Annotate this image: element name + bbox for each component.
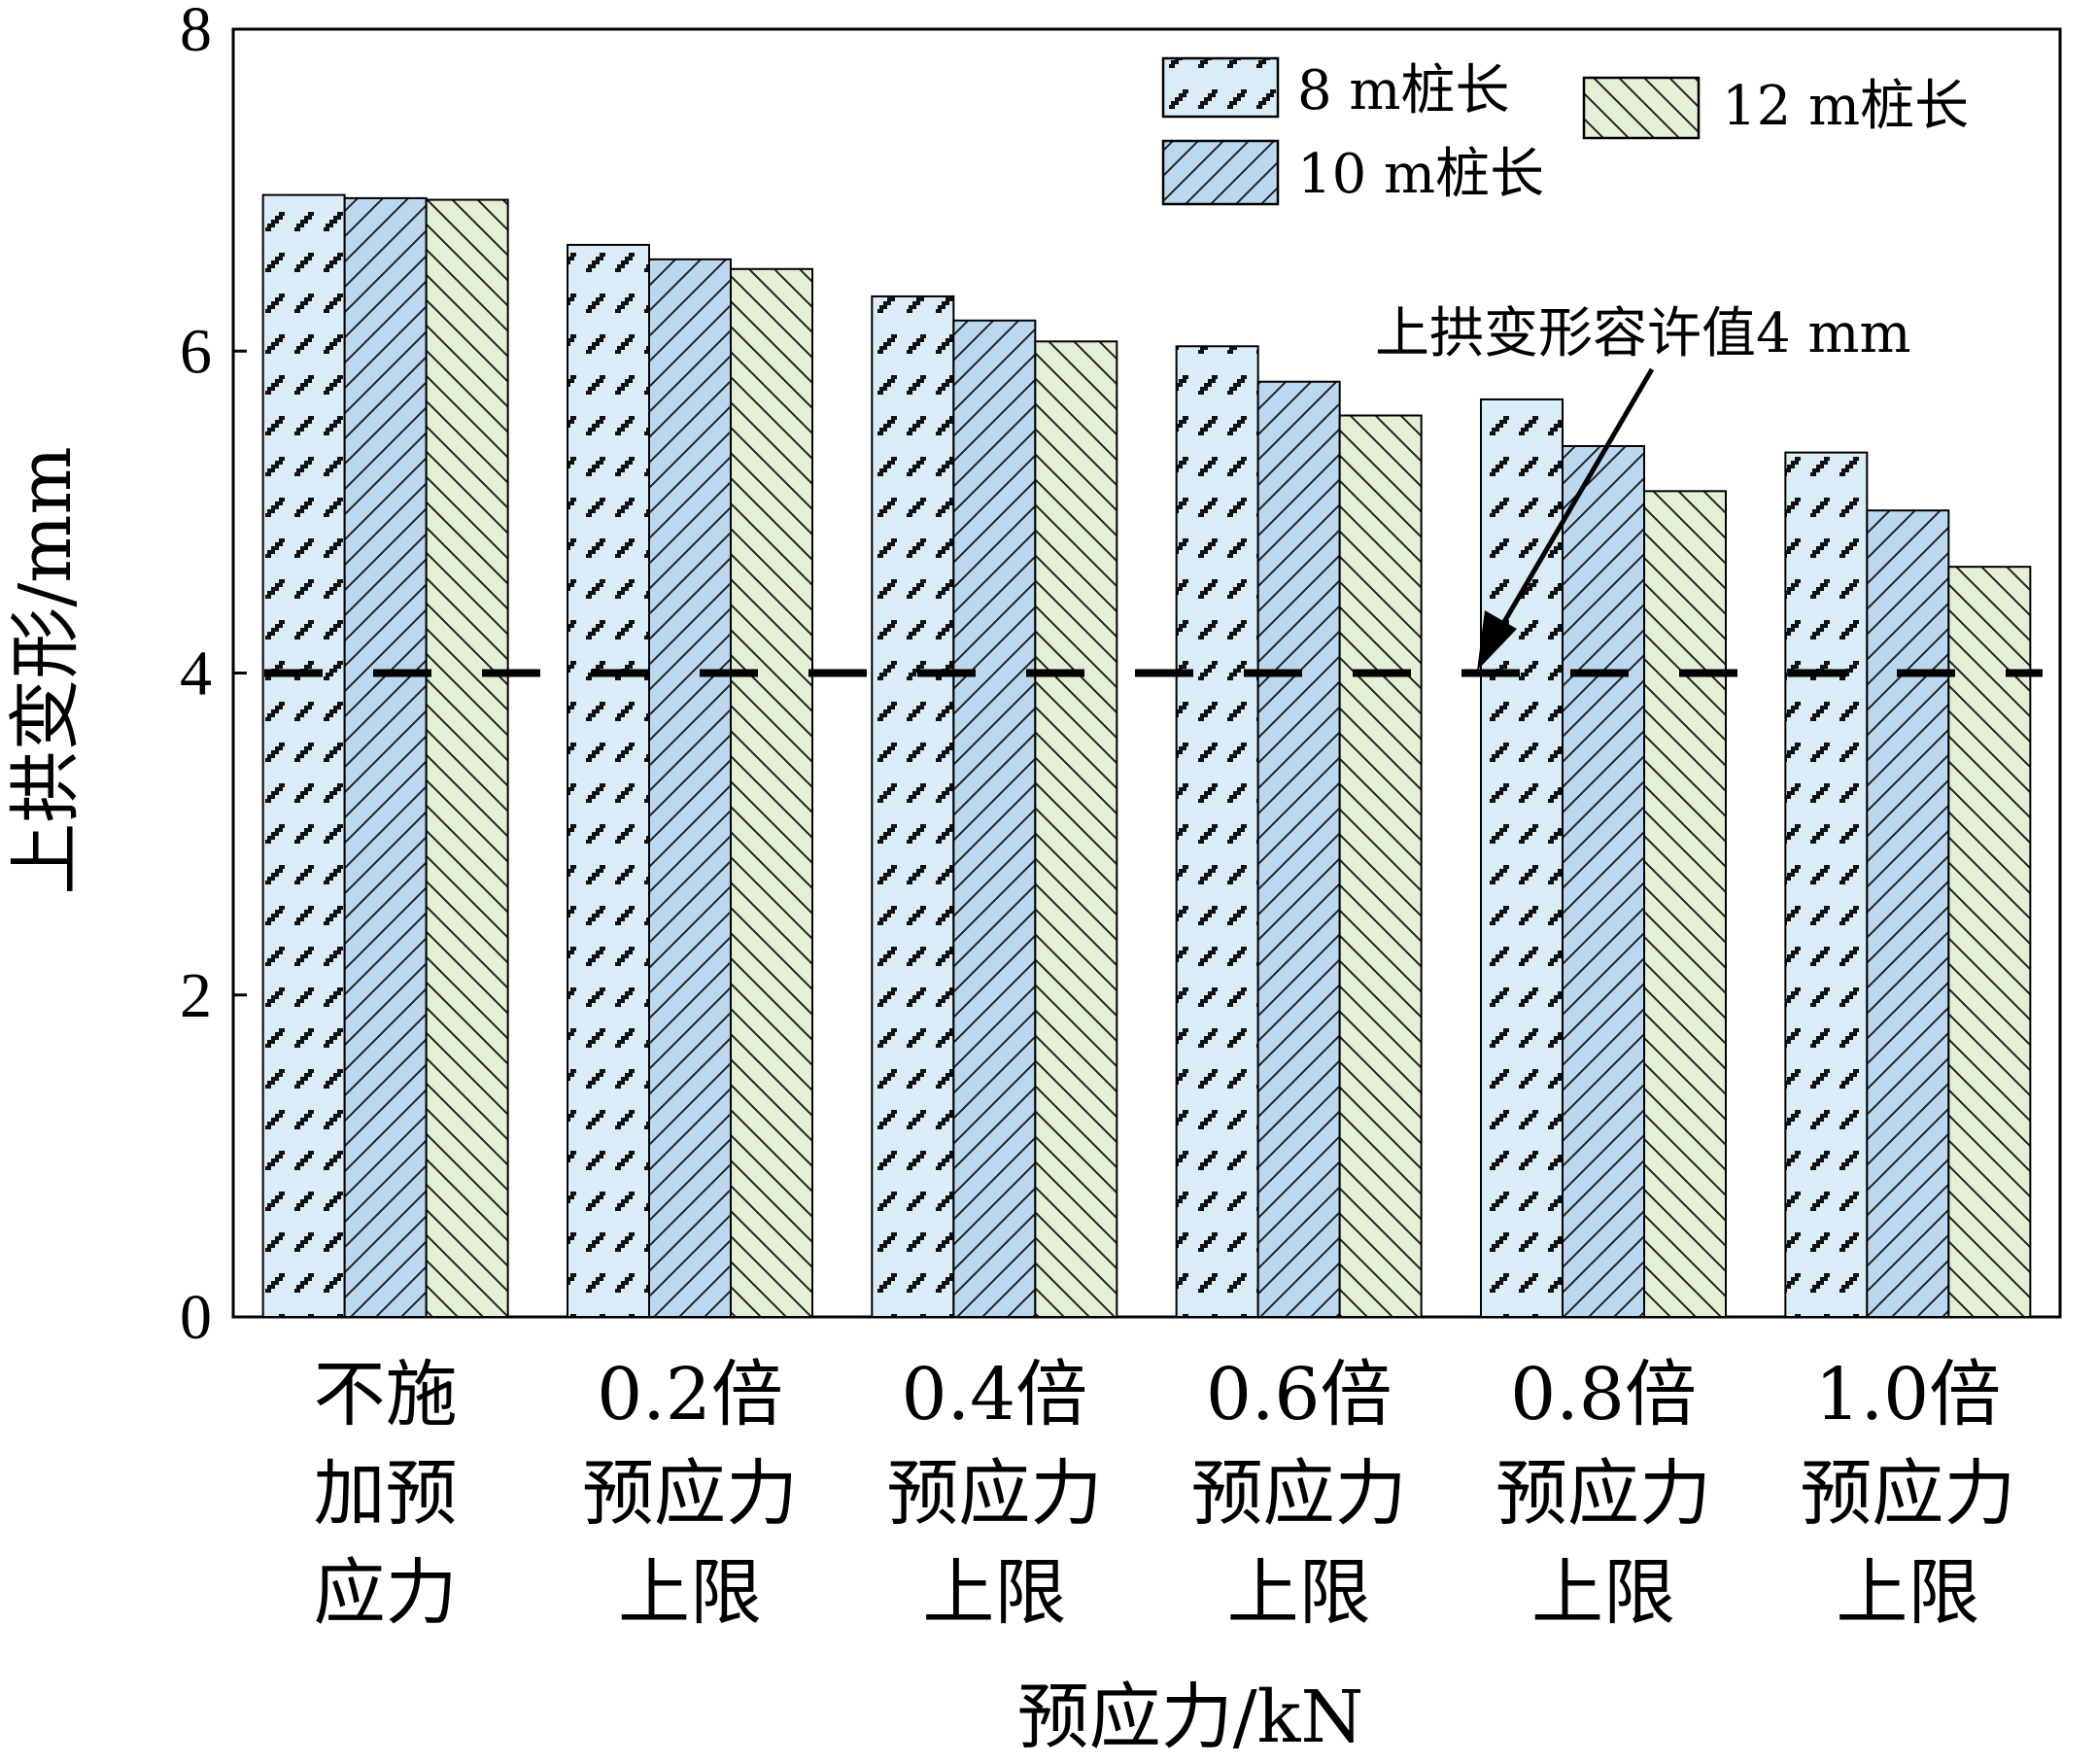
x-category-line: 预应力 bbox=[1191, 1452, 1407, 1536]
bar-series-2-category-1 bbox=[343, 196, 428, 1318]
legend-swatch-10m bbox=[1161, 139, 1280, 206]
bar-series-2-category-6 bbox=[1866, 509, 1950, 1318]
x-category-line: 0.4倍 bbox=[901, 1353, 1087, 1436]
bar-series-3-category-6 bbox=[1947, 566, 2032, 1318]
y-axis: 0 2 4 6 8 bbox=[180, 0, 247, 1353]
bar-series-2-category-4 bbox=[1256, 380, 1341, 1318]
y-axis-title: 上拱变形/mm bbox=[4, 446, 87, 894]
x-category-line: 上限 bbox=[1227, 1551, 1371, 1635]
x-category-line: 上限 bbox=[618, 1551, 762, 1635]
x-category-line: 不施 bbox=[314, 1353, 458, 1436]
x-category-line: 预应力 bbox=[582, 1452, 798, 1536]
bar-series-1-category-3 bbox=[871, 294, 955, 1318]
bar-series-2-category-2 bbox=[648, 258, 732, 1318]
y-tick-label-2: 4 bbox=[180, 639, 212, 709]
bar-series-3-category-3 bbox=[1034, 340, 1118, 1318]
x-category-line: 1.0倍 bbox=[1814, 1353, 2001, 1436]
x-category-line: 0.8倍 bbox=[1510, 1353, 1697, 1436]
annotation-arrow-head bbox=[1477, 610, 1517, 671]
x-axis: 不施加预应力0.2倍预应力上限0.4倍预应力上限0.6倍预应力上限0.8倍预应力… bbox=[314, 1353, 2016, 1635]
y-tick-label-4: 8 bbox=[180, 0, 212, 65]
x-category-label-3: 0.4倍预应力上限 bbox=[886, 1353, 1102, 1635]
legend-label-12m: 12 m桩长 bbox=[1722, 75, 1969, 138]
bar-series-2-category-3 bbox=[952, 319, 1037, 1318]
x-category-line: 应力 bbox=[314, 1551, 458, 1635]
legend: 8 m桩长 10 m桩长 12 m桩长 bbox=[1161, 56, 1969, 206]
x-category-line: 预应力 bbox=[1495, 1452, 1711, 1536]
bar-series-3-category-1 bbox=[425, 198, 509, 1318]
bar-series-3-category-4 bbox=[1338, 414, 1423, 1318]
y-tick-label-3: 6 bbox=[180, 316, 212, 387]
bar-series-2-category-5 bbox=[1562, 444, 1645, 1318]
bar-series-3-category-5 bbox=[1643, 490, 1727, 1318]
x-axis-title: 预应力/kN bbox=[1017, 1676, 1364, 1759]
bar-series-1-category-4 bbox=[1175, 345, 1259, 1318]
x-category-line: 0.6倍 bbox=[1206, 1353, 1392, 1436]
x-category-label-6: 1.0倍预应力上限 bbox=[1800, 1353, 2015, 1635]
x-category-label-4: 0.6倍预应力上限 bbox=[1191, 1353, 1407, 1635]
bar-series-3-category-2 bbox=[730, 267, 813, 1318]
bars-group bbox=[261, 193, 2032, 1318]
x-category-line: 上限 bbox=[922, 1551, 1066, 1635]
annotation-arrow-shaft bbox=[1498, 367, 1655, 629]
legend-swatch-12m bbox=[1582, 76, 1701, 140]
bar-series-1-category-5 bbox=[1480, 398, 1564, 1318]
x-category-label-1: 不施加预应力 bbox=[314, 1353, 458, 1635]
x-category-line: 上限 bbox=[1531, 1551, 1675, 1635]
legend-label-8m: 8 m桩长 bbox=[1297, 59, 1510, 122]
y-tick-label-1: 2 bbox=[180, 960, 212, 1031]
x-category-line: 预应力 bbox=[1800, 1452, 2015, 1536]
reference-annotation: 上拱变形容许值4 mm bbox=[1375, 302, 1911, 671]
legend-swatch-8m bbox=[1161, 56, 1280, 119]
x-category-label-5: 0.8倍预应力上限 bbox=[1495, 1353, 1711, 1635]
y-tick-label-0: 0 bbox=[180, 1282, 212, 1353]
x-category-line: 上限 bbox=[1836, 1551, 1979, 1635]
bar-series-1-category-2 bbox=[567, 243, 650, 1318]
legend-label-10m: 10 m桩长 bbox=[1297, 143, 1544, 206]
x-category-line: 加预 bbox=[314, 1452, 458, 1536]
bar-series-1-category-1 bbox=[261, 193, 346, 1318]
reference-label: 上拱变形容许值4 mm bbox=[1375, 302, 1911, 365]
x-category-line: 预应力 bbox=[886, 1452, 1102, 1536]
x-category-line: 0.2倍 bbox=[597, 1353, 783, 1436]
x-category-label-2: 0.2倍预应力上限 bbox=[582, 1353, 798, 1635]
bar-series-1-category-6 bbox=[1784, 451, 1869, 1318]
